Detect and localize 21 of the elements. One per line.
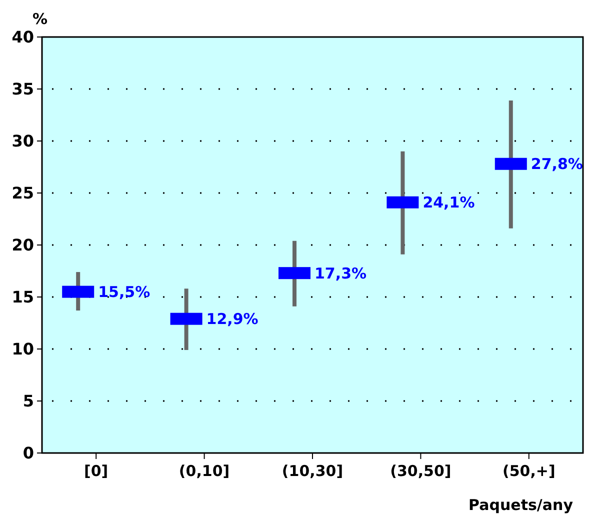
x-tick-label: (10,30] [282,462,344,480]
data-label: 15,5% [98,283,150,302]
x-tick-label: (30,50] [390,462,452,480]
x-tick-label: (50,+] [502,462,556,480]
y-tick-label: 40 [12,28,34,47]
y-tick-label: 0 [22,444,34,463]
y-tick-label: 35 [12,80,34,99]
y-tick-label: 20 [12,236,34,255]
y-tick-label: 30 [12,132,34,151]
y-tick-label: 25 [12,184,34,203]
y-tick-label: 5 [22,392,34,411]
data-label: 27,8% [530,155,583,174]
data-label: 12,9% [206,310,258,328]
data-label: 24,1% [422,194,475,212]
y-tick-label: 10 [12,340,34,359]
y-tick-label: 15 [12,288,34,307]
x-tick-label: (0,10] [178,462,230,480]
data-label: 17,3% [314,264,367,282]
x-axis-title: Paquets/any [468,496,574,514]
x-tick-label: [0] [84,462,108,480]
y-axis-title: % [32,10,48,28]
